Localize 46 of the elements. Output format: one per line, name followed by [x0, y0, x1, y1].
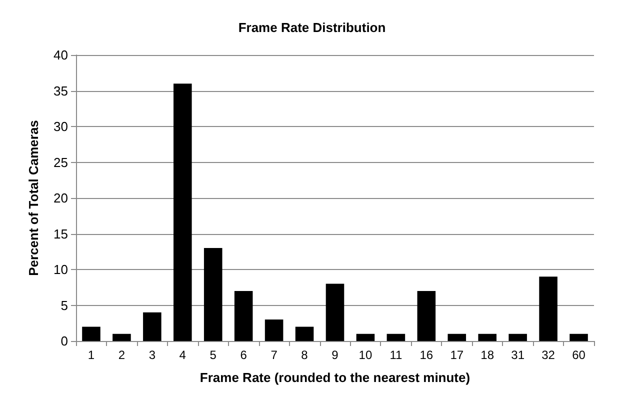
- x-tick-label: 32: [542, 348, 556, 362]
- y-tick-label: 40: [54, 48, 68, 62]
- x-tick-label: 5: [210, 348, 217, 362]
- y-tick-label: 15: [54, 226, 68, 242]
- bar: [478, 334, 496, 341]
- bar: [174, 84, 192, 341]
- y-tick-label: 10: [54, 262, 68, 277]
- x-tick-label: 11: [390, 348, 402, 362]
- bar: [356, 334, 375, 341]
- x-tick-label: 10: [358, 348, 372, 362]
- x-tick-label: 18: [480, 348, 494, 362]
- x-tick-label: 7: [270, 348, 278, 362]
- y-tick-label: 0: [60, 334, 68, 348]
- x-tick-label: 6: [240, 348, 248, 362]
- x-tick-label: 2: [118, 348, 126, 362]
- y-tick-label: 35: [54, 83, 68, 98]
- chart-title: Frame Rate Distribution: [238, 20, 386, 35]
- x-tick-label: 60: [572, 348, 586, 362]
- bar: [448, 334, 466, 341]
- bar: [204, 248, 222, 341]
- bar: [570, 334, 588, 341]
- bar: [508, 334, 527, 341]
- bar: [326, 284, 344, 341]
- y-axis-title: Percent of Total Cameras: [26, 120, 41, 276]
- y-tick-label: 20: [54, 190, 68, 206]
- y-tick-label: 30: [54, 119, 68, 134]
- bar: [234, 290, 253, 341]
- x-tick-label: 31: [511, 348, 525, 362]
- x-tick-label: 16: [420, 348, 434, 362]
- bar: [539, 276, 558, 341]
- y-tick-label: 25: [54, 154, 68, 170]
- x-tick-label: 1: [88, 348, 95, 362]
- x-tick-label: 3: [148, 348, 156, 362]
- y-tick-label: 5: [60, 298, 68, 313]
- x-tick-label: 9: [332, 348, 339, 362]
- bar: [143, 312, 162, 341]
- x-tick-label: 17: [450, 348, 464, 362]
- x-axis-title: Frame Rate (rounded to the nearest minute): [200, 370, 470, 385]
- bar: [295, 326, 314, 341]
- x-tick-label: 8: [301, 348, 308, 362]
- bar: [82, 326, 100, 341]
- bar: [264, 320, 284, 341]
- x-tick-label: 4: [179, 348, 186, 362]
- bar: [417, 290, 436, 341]
- bar: [112, 334, 131, 341]
- bar: [386, 334, 406, 341]
